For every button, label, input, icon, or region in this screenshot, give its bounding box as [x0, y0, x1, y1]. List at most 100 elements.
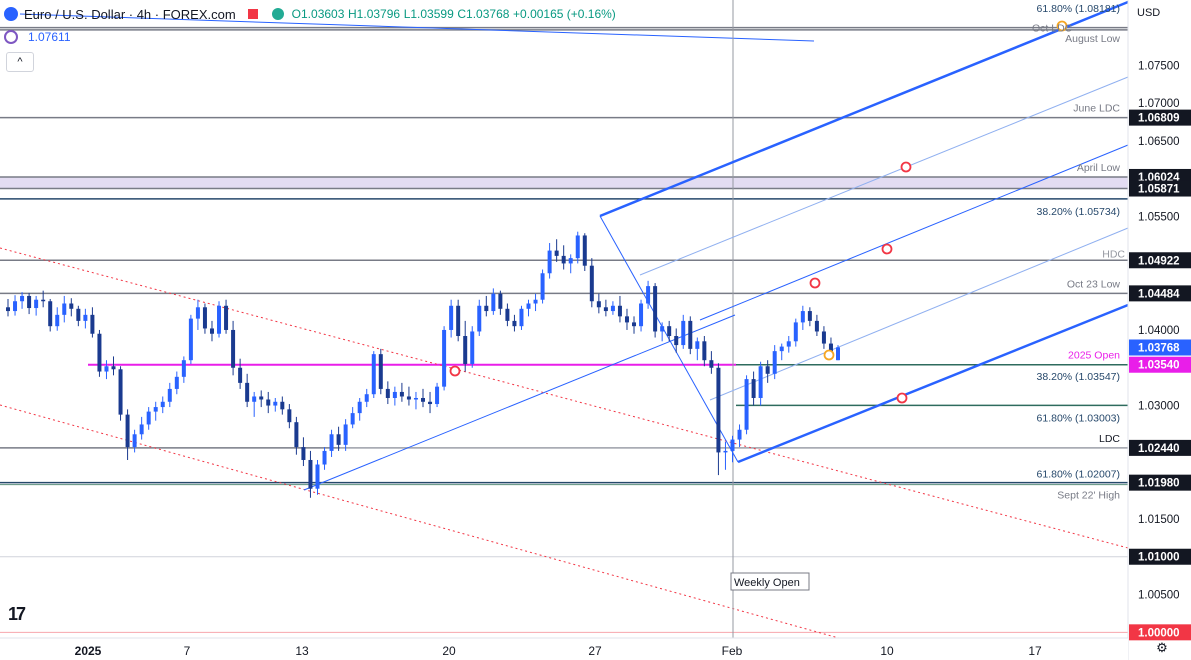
candle-body	[793, 322, 798, 342]
candle-body	[259, 396, 264, 400]
price-tag	[1129, 356, 1191, 373]
level-label: 38.20% (1.05734)	[1037, 206, 1120, 218]
price-tick: 1.07500	[1138, 60, 1180, 72]
candle-body	[505, 308, 510, 321]
target-marker	[823, 349, 835, 361]
price-tag-label: 1.04922	[1138, 255, 1180, 267]
candle-body	[301, 447, 306, 460]
candle-body	[512, 320, 517, 327]
candle-body	[575, 235, 580, 259]
candle-body	[821, 331, 826, 344]
candle-body	[435, 386, 440, 405]
candle-body	[807, 311, 812, 321]
candle-body	[62, 303, 67, 315]
candle-body	[491, 293, 496, 312]
time-axis[interactable]	[0, 638, 1128, 660]
candle-body	[533, 299, 538, 304]
level-label: Sept 22' High	[1057, 490, 1120, 502]
candle-body	[716, 367, 721, 453]
candle-body	[224, 305, 229, 330]
time-tick: 27	[588, 644, 602, 658]
candle-body	[322, 450, 327, 465]
price-tag-label: 1.05871	[1138, 184, 1180, 196]
price-tag	[1129, 252, 1191, 269]
candle-body	[97, 333, 102, 372]
time-tick: Feb	[722, 644, 743, 658]
level-label: HDC	[1102, 248, 1125, 260]
candle-body	[639, 303, 644, 327]
price-tag	[1129, 285, 1191, 302]
candle-body	[160, 401, 165, 408]
euro-flag-icon	[4, 7, 18, 21]
collapse-legend-button[interactable]: ^	[6, 52, 34, 72]
price-tag	[1129, 339, 1191, 356]
candle-body	[737, 429, 742, 440]
level-label: 61.80% (1.03003)	[1037, 412, 1120, 424]
candle-body	[209, 328, 214, 334]
candle-body	[765, 366, 770, 374]
candle-body	[27, 295, 32, 309]
pitchfork-line	[303, 314, 736, 491]
candle-body	[231, 329, 236, 368]
candle-body	[406, 396, 411, 400]
symbol-title[interactable]: Euro / U.S. Dollar · 4h · FOREX.com	[24, 6, 236, 22]
candle-body	[779, 346, 784, 352]
price-tag	[1129, 180, 1191, 197]
candle-body	[547, 250, 552, 274]
candle-body	[308, 459, 313, 489]
flag-icon[interactable]	[247, 9, 258, 19]
ohlc-high: H1.03796	[348, 7, 401, 21]
candle-body	[266, 399, 271, 406]
weekly-open-label: Weekly Open	[734, 577, 800, 589]
pitchfork-upper	[599, 0, 1129, 218]
candle-body	[6, 307, 10, 312]
level-label: 61.80% (1.02007)	[1037, 469, 1120, 481]
price-tick: 1.07000	[1138, 98, 1180, 110]
candle-body	[20, 295, 25, 302]
candle-body	[596, 301, 601, 308]
currency-button[interactable]: USD	[1137, 7, 1161, 19]
candle-body	[69, 303, 74, 309]
candle-body	[653, 286, 658, 332]
ohlc-change: +0.00165 (+0.16%)	[513, 7, 616, 21]
price-tag-label: 1.04484	[1138, 288, 1180, 300]
candle-body	[758, 366, 763, 398]
candle-body	[751, 379, 756, 398]
candle-body	[624, 316, 629, 323]
candle-body	[484, 305, 489, 312]
price-tag-label: 1.06809	[1138, 113, 1180, 125]
candle-body	[343, 424, 348, 445]
pitchfork-quarter	[639, 76, 1129, 276]
candle-body	[195, 307, 200, 319]
candle-body	[378, 354, 383, 389]
candle-body	[364, 394, 369, 402]
indicator-row: 1.07611	[4, 28, 71, 46]
candle-body	[421, 397, 425, 402]
candle-body	[589, 265, 594, 302]
candle-body	[90, 314, 95, 334]
candle-body	[357, 401, 362, 414]
candle-body	[568, 258, 573, 264]
price-tick: 1.01500	[1138, 514, 1180, 526]
pitchfork-lower	[737, 303, 1129, 464]
candle-body	[350, 413, 355, 425]
candle-body	[139, 424, 144, 435]
candle-body	[202, 307, 207, 329]
candle-body	[526, 303, 531, 309]
price-tag	[1129, 439, 1191, 456]
gear-icon[interactable]: ⚙	[1156, 640, 1168, 655]
candle-body	[125, 414, 130, 448]
candle-body	[561, 255, 566, 264]
candle-body	[294, 422, 299, 448]
candle-body	[800, 311, 805, 323]
candle-body	[153, 407, 158, 412]
candle-body	[238, 367, 243, 383]
candle-body	[34, 299, 39, 309]
resistance-zone	[0, 176, 1128, 189]
candle-body	[723, 450, 728, 453]
target-marker	[809, 277, 821, 289]
indicator-icon[interactable]	[4, 30, 18, 44]
candle-body	[772, 351, 777, 374]
candle-body	[280, 401, 285, 410]
